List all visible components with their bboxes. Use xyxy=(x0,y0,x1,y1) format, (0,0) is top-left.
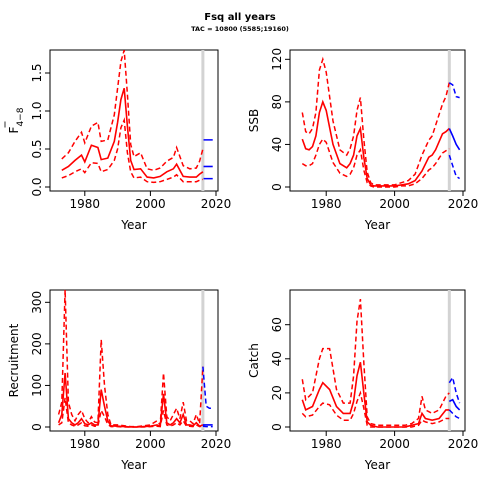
y-tick-label: 0.5 xyxy=(30,139,44,158)
x-tick-label: 2020 xyxy=(201,437,232,451)
forecast-lower xyxy=(448,409,460,420)
x-axis-label: Year xyxy=(120,458,146,472)
y-axis-label-main: SSB xyxy=(247,109,261,132)
x-tick-label: 1980 xyxy=(311,197,342,211)
x-tick-label: 2000 xyxy=(379,437,410,451)
x-axis-label: Year xyxy=(364,458,390,472)
y-tick-label: 200 xyxy=(30,332,44,355)
y-axis-label: Recruitment xyxy=(7,323,21,397)
series-median xyxy=(57,372,204,428)
series-lower xyxy=(301,390,450,428)
y-tick-label: 120 xyxy=(270,48,284,71)
x-axis-label: Year xyxy=(120,218,146,232)
x-tick-label: 2020 xyxy=(448,437,479,451)
x-tick-label: 2000 xyxy=(135,437,166,451)
x-tick-label: 1980 xyxy=(70,437,101,451)
panel-recruitment: 1980 2000 2020 0 100 200 300 Year Recruitment xyxy=(7,289,232,472)
y-tick-label: 0.0 xyxy=(30,177,44,196)
forecast-upper xyxy=(202,366,213,410)
forecast-lower xyxy=(448,154,460,180)
y-tick-label: 300 xyxy=(30,291,44,314)
y-tick-label: 0 xyxy=(30,423,44,431)
series-upper xyxy=(61,49,204,172)
plot-frame xyxy=(49,289,219,432)
y-axis-label: SSB xyxy=(247,109,261,132)
x-tick-label: 2000 xyxy=(379,197,410,211)
x-tick-label: 2020 xyxy=(201,197,232,211)
figure-title: Fsq all years xyxy=(204,12,275,23)
y-axis-label: Catch xyxy=(247,343,261,378)
series-median xyxy=(301,99,450,187)
forecast-median xyxy=(448,398,461,411)
y-tick-label: 20 xyxy=(270,385,284,400)
forecast-median xyxy=(448,128,461,151)
series-lower xyxy=(61,117,204,184)
x-tick-label: 2020 xyxy=(448,197,479,211)
y-axis-label-main: Recruitment xyxy=(7,323,21,397)
y-axis-label: F4−8 xyxy=(7,107,26,133)
forecast-upper xyxy=(448,82,460,99)
y-tick-label: 1.5 xyxy=(30,63,44,82)
x-tick-label: 1980 xyxy=(70,197,101,211)
series-upper xyxy=(301,298,450,427)
series-median xyxy=(61,87,204,179)
plot-frame xyxy=(289,49,466,192)
y-tick-label: 60 xyxy=(270,317,284,332)
plot-frame xyxy=(289,289,466,432)
y-axis-label-main: F xyxy=(7,126,21,133)
series-upper xyxy=(301,56,451,186)
series-median xyxy=(301,362,450,428)
x-axis-label: Year xyxy=(364,218,390,232)
y-tick-label: 0 xyxy=(270,423,284,431)
series-lower xyxy=(301,137,450,188)
y-axis-label-sub: 4−8 xyxy=(16,107,26,126)
panel-catch: 1980 2000 2020 0 20 40 60 Year Catch xyxy=(247,289,479,472)
x-tick-label: 1980 xyxy=(311,437,342,451)
y-tick-label: 100 xyxy=(30,374,44,397)
y-tick-label: 0 xyxy=(270,183,284,191)
y-tick-label: 80 xyxy=(270,94,284,109)
forecast-upper xyxy=(448,375,461,404)
figure-subtitle: TAC = 10800 (5585;19160) xyxy=(191,25,289,33)
y-tick-label: 40 xyxy=(270,137,284,152)
panel-f: 1980 2000 2020 0.0 0.5 1.0 1.5 Year F4−8 xyxy=(4,49,232,232)
x-tick-label: 2000 xyxy=(135,197,166,211)
y-tick-label: 1.0 xyxy=(30,101,44,120)
y-tick-label: 40 xyxy=(270,351,284,366)
plot-frame xyxy=(49,49,219,192)
y-axis-label-main: Catch xyxy=(247,343,261,378)
panel-ssb: 1980 2000 2020 0 40 80 120 Year SSB xyxy=(247,48,478,232)
series-upper xyxy=(57,289,204,428)
